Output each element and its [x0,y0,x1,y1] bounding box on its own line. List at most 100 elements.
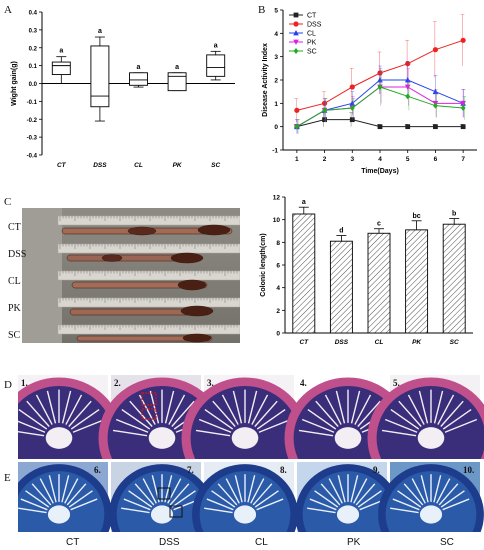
crypt [12,418,46,433]
colon-label-pk: PK [8,303,21,314]
crypt [61,475,70,503]
legend-label: DSS [307,22,322,29]
crypt [337,475,346,503]
significance-letter: a [137,64,141,71]
crypt [221,394,239,425]
x-category-label: SC [450,339,459,346]
y-axis-label: Disease Activity Index [262,43,269,117]
colon-label-sc: SC [8,330,21,341]
significance-letter: a [98,28,102,35]
crypt [354,394,372,425]
disease-activity-line-chart: 5 4 3 2 1 0 -1 1 2 3 4 5 6 7 Time(Days) Disease Activit… [262,8,477,175]
significance-letter: bc [413,213,421,220]
crypt [251,394,269,425]
crypt [250,478,265,504]
x-category-label: CT [57,162,67,169]
section-number-5: 5. [393,378,400,388]
ab-section-4 [295,462,401,550]
data-point [349,117,355,123]
colon-photograph: CT DSS CL PK SC [8,208,241,343]
legend-marker [293,48,299,54]
crypt [384,418,418,433]
crypt [225,478,240,504]
y-tick-label: 2 [274,78,278,85]
crypt [433,390,444,424]
section-number-8: 8. [280,465,287,475]
y-tick-label: -1 [272,148,278,155]
crypt [68,490,93,508]
crypt [252,483,273,506]
crypt [390,408,420,430]
box-sc [206,54,226,77]
x-category-label: PK [412,339,422,346]
crypt [438,483,459,506]
x-category-label: DSS [93,162,107,169]
crypt [320,483,341,506]
crypt [70,498,98,511]
lumen [148,427,176,449]
significance-letter: a [302,199,306,206]
data-point [460,37,466,43]
crypt [324,394,342,425]
crypt [390,507,419,514]
data-point [349,84,355,90]
crypt [357,400,381,427]
lumen [336,505,360,524]
crypt [398,400,422,427]
inflammation-box [141,408,157,420]
crypt [411,478,426,504]
crypt [204,507,233,514]
crypt [440,400,464,427]
box-cl [129,72,148,86]
crypt [121,408,151,430]
lumen [150,505,174,524]
group-label-dss: DSS [159,537,180,548]
legend-label: PK [307,40,317,47]
significance-letter: a [214,42,218,49]
lumen [45,427,73,449]
crypt [169,483,190,506]
crypt [247,390,258,424]
data-point [405,124,411,130]
crypt [198,418,232,433]
crypt [256,408,286,430]
series-cl [294,61,466,134]
data-point [294,123,300,130]
crypt [350,475,359,503]
crypt [407,394,425,425]
data-point [349,105,355,111]
crypt [307,408,337,430]
x-category-label: CL [375,339,384,346]
series-ct [293,112,466,130]
histology-row-d: 1. 2. 3. 4. 5. [0,375,484,499]
significance-letter: a [59,48,63,55]
section-number-4: 4. [300,378,307,388]
crypt [18,507,47,514]
crypt [65,394,83,425]
group-label-cl: CL [255,537,268,548]
bar-pk [405,229,429,334]
data-point [432,47,439,53]
y-tick-label: 0 [274,124,278,131]
crypt [232,390,243,424]
crypt [123,498,151,511]
colon-label-ct: CT [8,222,21,233]
panel-letter-b: B [258,4,266,16]
y-tick-label: 2 [276,308,280,315]
crypt [61,390,72,424]
y-tick-label: -0.4 [27,154,38,160]
box-dss [90,45,110,108]
crypt [66,483,87,506]
data-point [460,124,466,130]
legend-marker [293,12,299,18]
bar-ct [292,213,316,334]
data-point [404,77,411,83]
crypt [357,490,382,508]
x-category-label: SC [211,162,220,169]
crypt [164,475,173,503]
y-tick-label: 0.1 [29,64,38,70]
x-category-label: CT [299,339,309,346]
crypt [437,394,455,425]
y-tick-label: 1 [274,101,278,108]
crypt [314,490,339,508]
